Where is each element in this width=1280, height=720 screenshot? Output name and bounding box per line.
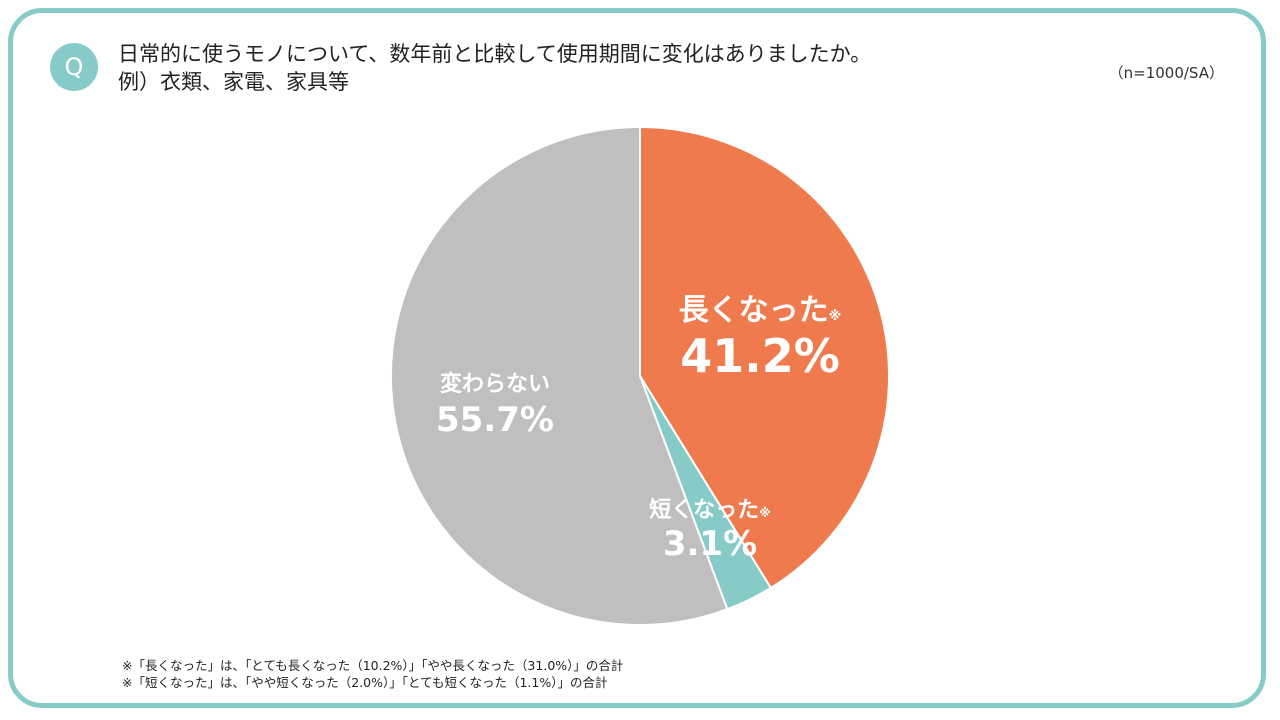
- footnote: ※「長くなった」は、「とても長くなった（10.2%）」「やや長くなった（31.0…: [122, 658, 624, 673]
- label-text: 短くなった: [649, 498, 760, 523]
- slice-unchanged: [390, 125, 729, 626]
- question-badge: Q: [50, 43, 98, 91]
- value-text: 41.2%: [680, 329, 840, 383]
- card-frame: [8, 8, 1266, 708]
- slice-label-shorter: 短くなった※ 3.1%: [630, 492, 790, 564]
- sample-size: （n=1000/SA）: [1108, 64, 1224, 82]
- label-mark: ※: [759, 506, 771, 520]
- value-text: 3.1%: [662, 524, 758, 564]
- label-text: 長くなった: [678, 293, 829, 328]
- label-mark: ※: [828, 309, 842, 324]
- title-line-1: 日常的に使うモノについて、数年前と比較して使用期間に変化はありましたか。: [118, 42, 872, 66]
- slice-label-longer: 長くなった※ 41.2%: [660, 285, 860, 383]
- title-line-2: 例）衣類、家電、家具等: [118, 70, 349, 94]
- footnote: ※「短くなった」は、「やや短くなった（2.0%）」「とても短くなった（1.1%）…: [122, 675, 608, 690]
- label-text: 変わらない: [439, 372, 550, 397]
- footnotes: ※「長くなった」は、「とても長くなった（10.2%）」「やや長くなった（31.0…: [122, 657, 623, 691]
- slice-label-unchanged: 変わらない 55.7%: [420, 366, 570, 442]
- question-title: 日常的に使うモノについて、数年前と比較して使用期間に変化はありましたか。 例）衣…: [118, 40, 871, 96]
- slice-longer: [639, 125, 890, 590]
- value-text: 55.7%: [436, 400, 554, 440]
